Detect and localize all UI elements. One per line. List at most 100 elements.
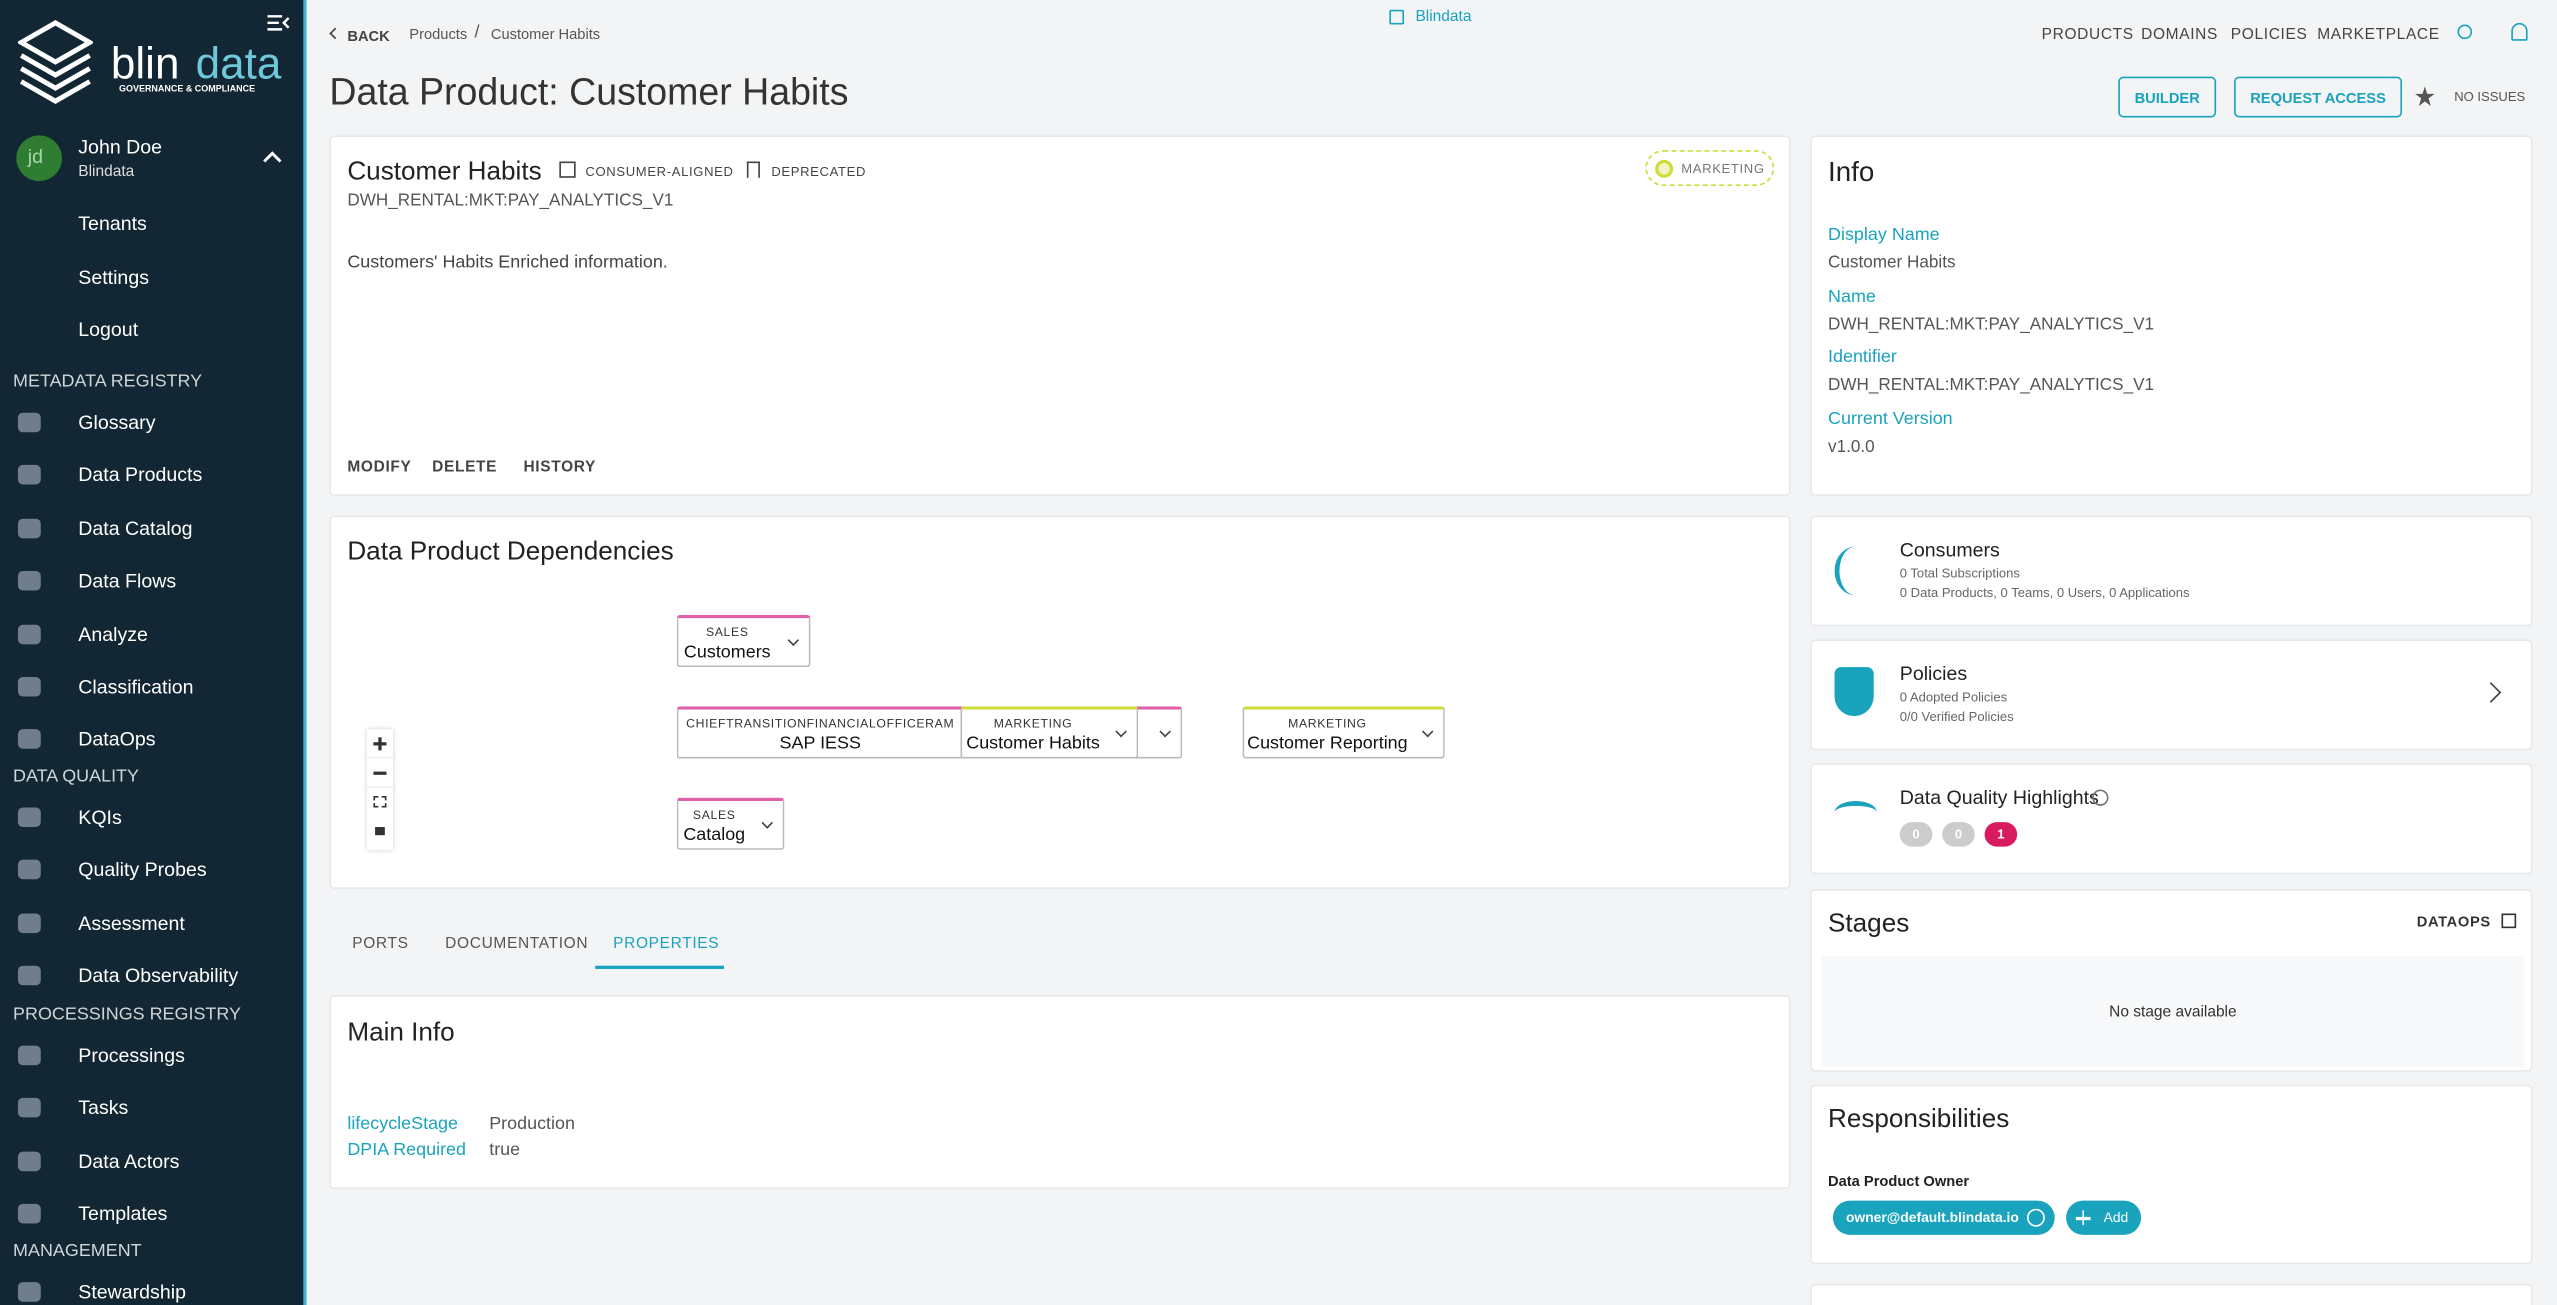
field-label: Current Version xyxy=(1828,409,1953,430)
nav-icon xyxy=(17,571,41,591)
action-button[interactable]: REQUEST ACCESS xyxy=(2234,76,2403,118)
nav-icon xyxy=(17,518,41,538)
dependency-node[interactable]: SALES Catalog xyxy=(676,797,785,850)
nav-icon xyxy=(17,1098,41,1119)
nav-item[interactable]: DataOps xyxy=(78,728,156,752)
nav-item[interactable]: Processings xyxy=(78,1044,185,1067)
collapse-icon[interactable] xyxy=(267,13,290,33)
field-value: DWH_RENTAL:MKT:PAY_ANALYTICS_V1 xyxy=(1828,375,2155,395)
dataops-link[interactable]: DATAOPS xyxy=(2416,913,2491,930)
nav-item[interactable]: Stewardship xyxy=(78,1280,186,1304)
top-nav-item[interactable]: POLICIES xyxy=(2230,26,2308,45)
help-icon[interactable] xyxy=(2092,789,2109,806)
external-link-icon[interactable] xyxy=(2501,913,2517,929)
tenant-name[interactable]: Blindata xyxy=(1415,8,1472,27)
domain-chip-label: MARKETING xyxy=(1681,161,1765,177)
card-detail: 0/0 Verified Policies xyxy=(1899,709,2014,725)
node-name: Customers xyxy=(683,642,771,663)
stages-empty: No stage available xyxy=(1821,955,2525,1067)
avatar[interactable] xyxy=(16,135,62,182)
search-icon[interactable] xyxy=(2457,24,2473,40)
nav-item[interactable]: Data Products xyxy=(78,463,203,487)
quality-badge[interactable]: 0 xyxy=(1942,822,1975,847)
nav-item[interactable]: Data Flows xyxy=(78,569,177,593)
dependency-node[interactable]: SALES Customers xyxy=(676,614,811,668)
card-action[interactable]: HISTORY xyxy=(523,458,597,477)
action-button-label[interactable]: REQUEST ACCESS xyxy=(2250,89,2386,107)
dependency-node[interactable]: MARKETING Customer Habits xyxy=(960,706,1139,759)
zoom-button[interactable] xyxy=(366,729,393,759)
nav-item[interactable]: KQIs xyxy=(78,805,122,829)
policies-chevron[interactable] xyxy=(2480,682,2502,703)
nav-item[interactable]: Assessment xyxy=(78,911,185,935)
node-expand[interactable] xyxy=(1159,725,1171,738)
nav-item[interactable]: Data Actors xyxy=(78,1149,180,1173)
user-menu-item[interactable]: Tenants xyxy=(78,212,147,235)
nav-item[interactable]: Glossary xyxy=(78,411,156,434)
domain-icon xyxy=(1655,159,1674,178)
node-expand[interactable] xyxy=(787,634,800,647)
top-nav-item[interactable]: MARKETPLACE xyxy=(2317,26,2440,45)
card-title: Data Product Dependencies xyxy=(347,538,674,567)
quality-badge[interactable]: 0 xyxy=(1899,822,1933,847)
tab[interactable]: DOCUMENTATION xyxy=(445,934,589,953)
nav-icon xyxy=(17,913,41,933)
nav-item[interactable]: Data Catalog xyxy=(78,516,193,540)
node-domain: SALES xyxy=(692,807,736,823)
zoom-button[interactable] xyxy=(366,759,393,788)
back-button[interactable]: BACK xyxy=(347,27,390,45)
node-domain: CHIEFTRANSITIONFINANCIALOFFICERAM xyxy=(686,716,955,731)
dependencies-card: Data Product Dependencies xyxy=(329,515,1791,890)
user-name: John Doe xyxy=(78,135,163,159)
field-label: Display Name xyxy=(1828,225,1940,245)
breadcrumb-link[interactable]: Products xyxy=(409,26,468,43)
quality-badge[interactable]: 1 xyxy=(1984,822,2018,847)
dependency-node[interactable]: MARKETING Customer Reporting xyxy=(1242,706,1445,759)
logo-icon xyxy=(17,20,93,104)
top-nav-item[interactable]: PRODUCTS xyxy=(2041,26,2134,45)
card-detail: 0 Adopted Policies xyxy=(1899,690,2008,705)
action-button[interactable]: BUILDER xyxy=(2118,76,2217,118)
user-menu-item[interactable]: Logout xyxy=(78,318,139,341)
issues-status: NO ISSUES xyxy=(2454,89,2526,105)
top-nav-item[interactable]: DOMAINS xyxy=(2141,26,2218,45)
zoom-in-v xyxy=(378,737,382,751)
node-expand[interactable] xyxy=(1421,725,1434,738)
user-chevron[interactable] xyxy=(263,150,283,163)
role-label: Data Product Owner xyxy=(1828,1172,1970,1190)
action-button-label[interactable]: BUILDER xyxy=(2134,89,2200,107)
node-expand[interactable] xyxy=(1115,725,1127,738)
add-owner[interactable]: Add xyxy=(2066,1200,2142,1235)
nav-icon xyxy=(17,1151,41,1171)
tab[interactable]: PROPERTIES xyxy=(613,934,720,953)
field-value: Customer Habits xyxy=(1828,252,1956,273)
nav-item[interactable]: Quality Probes xyxy=(78,858,207,882)
nav-item[interactable]: Classification xyxy=(78,675,194,699)
remove-owner[interactable] xyxy=(2026,1208,2045,1227)
fit-view[interactable] xyxy=(373,796,387,808)
notification-icon[interactable] xyxy=(2511,22,2528,41)
nav-section-title: PROCESSINGS REGISTRY xyxy=(13,1004,241,1025)
product-name: Customer Habits xyxy=(347,158,542,186)
tab[interactable]: PORTS xyxy=(352,934,409,953)
tab-indicator xyxy=(595,965,725,969)
nav-section-title: METADATA REGISTRY xyxy=(13,371,203,392)
lock-view[interactable] xyxy=(375,827,385,836)
owner-chip[interactable]: owner@default.blindata.io xyxy=(1832,1200,2055,1235)
nav-item[interactable]: Analyze xyxy=(78,622,148,646)
card-title: Responsibilities xyxy=(1828,1105,2010,1134)
card-title: Consumers xyxy=(1899,538,2000,562)
node-domain: MARKETING xyxy=(1288,716,1367,731)
nav-item[interactable]: Data Observability xyxy=(78,964,239,988)
next-card xyxy=(1810,1283,2533,1305)
empty-message: No stage available xyxy=(2109,1003,2237,1022)
breadcrumb-separator: / xyxy=(474,22,480,43)
card-action[interactable]: DELETE xyxy=(432,458,498,477)
flag-icon xyxy=(746,161,760,178)
node-expand[interactable] xyxy=(761,817,774,829)
nav-item[interactable]: Templates xyxy=(78,1202,168,1226)
user-menu-item[interactable]: Settings xyxy=(78,265,149,289)
nav-item[interactable]: Tasks xyxy=(78,1096,129,1120)
sidebar-edge xyxy=(303,0,307,1305)
card-action[interactable]: MODIFY xyxy=(347,458,412,477)
